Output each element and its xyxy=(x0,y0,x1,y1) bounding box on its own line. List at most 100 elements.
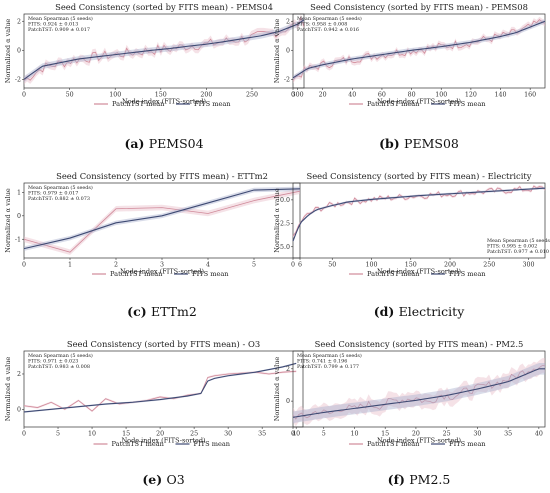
subfigure-caption: (e) O3 xyxy=(142,472,184,487)
x-tick-label: 25 xyxy=(190,431,198,438)
chart-title: Seed Consistency (sorted by FITS mean) -… xyxy=(55,2,273,12)
x-tick-label: 30 xyxy=(224,431,232,438)
band-fits xyxy=(24,362,297,413)
spearman-annotation: FITS: 0.995 ± 0.002 xyxy=(487,244,537,250)
chart-title: Seed Consistency (sorted by FITS mean) -… xyxy=(306,171,531,181)
x-tick-label: 300 xyxy=(522,262,534,269)
caption-letter: (f) xyxy=(388,472,410,487)
caption-name: ETTm2 xyxy=(151,304,197,319)
series-line-fits xyxy=(23,188,301,250)
x-tick-label: 40 xyxy=(292,431,300,438)
spearman-annotation: PatchTST: 0.882 ± 0.073 xyxy=(28,196,90,202)
x-tick-label: 25 xyxy=(443,431,451,438)
caption-name: PEMS08 xyxy=(404,136,459,151)
series-line-patchtst xyxy=(23,370,297,412)
chart-title: Seed Consistency (sorted by FITS mean) -… xyxy=(56,171,268,181)
spearman-annotation: PatchTST: 0.909 ± 0.017 xyxy=(28,27,90,33)
spearman-annotation: PatchTST: 0.983 ± 0.008 xyxy=(28,364,90,370)
x-tick-label: 20 xyxy=(319,92,327,99)
legend-label-patchtst: PatchTST mean xyxy=(367,100,420,108)
x-axis-label: Node index (FITS-sorted) xyxy=(122,98,206,106)
subfigure-caption: (b) PEMS08 xyxy=(379,136,459,151)
x-tick-label: 15 xyxy=(381,431,389,438)
legend-label-fits: FITS mean xyxy=(194,440,231,448)
y-tick-label: -2.5 xyxy=(278,220,290,227)
y-tick-label: 2 xyxy=(17,371,21,378)
x-tick-label: 4 xyxy=(206,262,210,269)
series-line-fits xyxy=(23,362,297,413)
x-tick-label: 200 xyxy=(444,262,456,269)
spearman-annotation: FITS: 0.958 ± 0.008 xyxy=(297,22,347,28)
x-tick-label: 150 xyxy=(155,92,167,99)
legend-label-patchtst: PatchTST mean xyxy=(367,440,420,448)
spearman-annotation: Mean Spearman (5 seeds) xyxy=(28,352,93,359)
band-patchtst xyxy=(293,358,545,427)
x-tick-label: 0 xyxy=(22,431,26,438)
series-line-patchtst xyxy=(23,16,305,82)
y-axis-label: Normalized α value xyxy=(273,188,281,253)
spearman-annotation: FITS: 0.924 ± 0.013 xyxy=(28,22,78,28)
x-tick-label: 80 xyxy=(408,92,416,99)
subfigure-caption: (d) Electricity xyxy=(374,304,465,319)
plot-frame xyxy=(23,13,305,89)
x-tick-label: 3 xyxy=(160,262,164,269)
series-line-patchtst xyxy=(23,190,301,253)
y-tick-label: 0 xyxy=(17,47,21,54)
y-tick-label: 2 xyxy=(17,18,21,25)
y-axis-label: Normalized α value xyxy=(273,357,281,422)
plot-frame xyxy=(292,350,546,428)
caption-letter: (e) xyxy=(142,472,166,487)
series-line-fits xyxy=(292,187,546,242)
chart-panel-0: Seed Consistency (sorted by FITS mean) -… xyxy=(4,2,305,151)
spearman-annotation: Mean Spearman (5 seeds) xyxy=(28,15,93,22)
caption-letter: (a) xyxy=(124,136,148,151)
caption-name: PM2.5 xyxy=(409,472,450,487)
x-tick-label: 2 xyxy=(114,262,118,269)
caption-name: O3 xyxy=(166,472,184,487)
band-patchtst xyxy=(24,370,297,413)
x-tick-label: 30 xyxy=(473,431,481,438)
subfigure-caption: (c) ETTm2 xyxy=(127,304,197,319)
caption-letter: (d) xyxy=(374,304,399,319)
x-tick-label: 200 xyxy=(200,92,212,99)
x-tick-label: 50 xyxy=(66,92,74,99)
y-tick-label: 2 xyxy=(286,366,290,373)
x-tick-label: 5 xyxy=(252,262,256,269)
caption-name: PEMS04 xyxy=(149,136,204,151)
x-tick-label: 100 xyxy=(365,262,377,269)
x-tick-label: 35 xyxy=(504,431,512,438)
chart-panel-1: Seed Consistency (sorted by FITS mean) -… xyxy=(273,2,546,151)
x-tick-label: 60 xyxy=(378,92,386,99)
spearman-annotation: Mean Spearman (5 seeds) xyxy=(297,352,362,359)
y-tick-label: 0.0 xyxy=(280,197,290,204)
legend-label-patchtst: PatchTST mean xyxy=(112,100,165,108)
y-tick-label: 0 xyxy=(286,47,290,54)
chart-panel-2: Seed Consistency (sorted by FITS mean) -… xyxy=(4,171,302,319)
spearman-annotation: Mean Spearman (5 seeds) xyxy=(297,15,362,22)
legend-label-fits: FITS mean xyxy=(449,440,486,448)
x-tick-label: 160 xyxy=(524,92,536,99)
chart-panel-3: Seed Consistency (sorted by FITS mean) -… xyxy=(273,171,550,319)
x-tick-label: 15 xyxy=(122,431,130,438)
spearman-annotation: Mean Spearman (5 seeds) xyxy=(487,237,550,244)
chart-title: Seed Consistency (sorted by FITS mean) -… xyxy=(315,339,524,349)
legend-label-fits: FITS mean xyxy=(192,270,229,278)
x-axis-label: Node index (FITS-sorted) xyxy=(121,437,205,445)
x-tick-label: 100 xyxy=(435,92,447,99)
x-tick-label: 35 xyxy=(258,431,266,438)
caption-letter: (b) xyxy=(379,136,404,151)
y-tick-label: -1 xyxy=(15,236,21,243)
spearman-annotation: PatchTST: 0.799 ± 0.177 xyxy=(297,364,359,370)
x-axis-label: Node index (FITS-sorted) xyxy=(120,268,204,276)
y-axis-label: Normalized α value xyxy=(4,19,12,84)
x-tick-label: 250 xyxy=(246,92,258,99)
series-line-fits xyxy=(292,20,546,79)
legend-label-fits: FITS mean xyxy=(449,270,486,278)
x-tick-label: 0 xyxy=(291,92,295,99)
y-tick-label: 2 xyxy=(286,18,290,25)
x-tick-label: 140 xyxy=(495,92,507,99)
spearman-annotation: Mean Spearman (5 seeds) xyxy=(28,184,93,191)
chart-panel-4: Seed Consistency (sorted by FITS mean) -… xyxy=(4,339,304,487)
x-tick-label: 120 xyxy=(465,92,477,99)
